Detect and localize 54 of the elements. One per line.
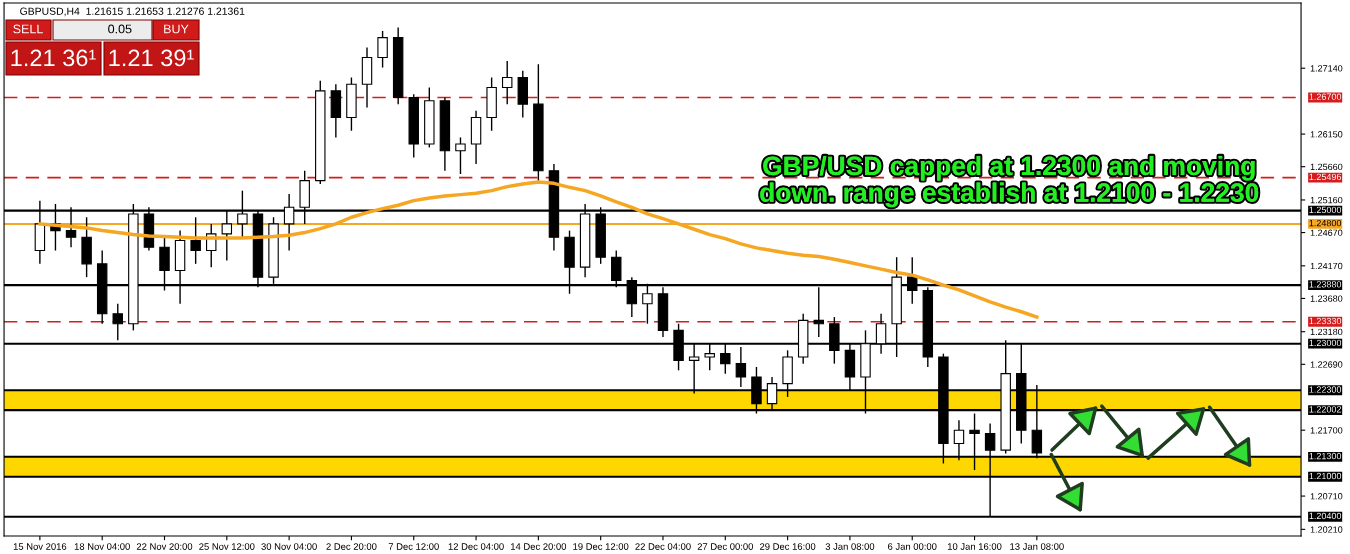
candlestick [112,303,123,342]
x-tick-label: 3 Jan 08:00 [825,543,875,550]
chart-title: GBPUSD,H4 1.21615 1.21653 1.21276 1.21361 [20,7,245,17]
y-tick-label: 1.26150 [1310,131,1343,138]
x-tick-label: 18 Nov 04:00 [74,543,130,550]
y-tick-label: 1.22690 [1310,361,1343,368]
annotation: 0.05 [108,24,132,34]
ref-line-label: 1.23330 [1309,317,1342,325]
x-tick-label: 22 Dec 04:00 [635,543,691,550]
ref-line-label: 1.25000 [1309,206,1342,214]
annotation: 1.21 39¹ [109,49,194,67]
ref-line-label: 1.22002 [1309,406,1342,413]
x-tick-label: 25 Nov 12:00 [199,543,255,550]
ref-line-label: 1.23000 [1309,339,1342,347]
x-tick-label: 2 Dec 20:00 [326,543,377,550]
annotation: 1.21 36¹ [11,49,96,67]
ref-line-label: 1.24800 [1309,219,1342,227]
y-tick-label: 1.25160 [1310,196,1343,204]
y-tick-label: 1.21700 [1310,427,1343,434]
candlestick [455,136,466,175]
annotation: SELL [13,24,43,34]
x-tick-label: 27 Dec 00:00 [697,543,754,550]
candlestick [377,30,388,69]
x-tick-label: 12 Dec 04:00 [448,543,504,550]
y-tick-label: 1.23680 [1310,295,1343,302]
x-tick-label: 22 Nov 20:00 [136,543,193,550]
ref-line-label: 1.23880 [1309,281,1342,288]
annotation: BUY [164,24,189,34]
ref-line-label: 1.21000 [1309,472,1342,480]
ref-line-label: 1.22300 [1309,386,1342,393]
x-tick-label: 19 Dec 12:00 [573,543,629,550]
ref-line-label: 1.20400 [1309,512,1342,520]
ref-line-label: 1.21300 [1309,452,1342,460]
x-tick-label: 7 Dec 12:00 [388,543,439,550]
x-tick-label: 6 Jan 00:00 [888,543,937,550]
x-tick-label: 30 Nov 04:00 [261,543,317,550]
y-tick-label: 1.27140 [1310,65,1343,72]
y-tick-label: 1.25660 [1310,163,1343,171]
x-tick-label: 29 Dec 16:00 [759,543,816,550]
y-tick-label: 1.23180 [1310,328,1343,336]
x-tick-label: 10 Jan 16:00 [947,543,1002,550]
annotation: GBP/USD capped at 1.2300 and moving down. range establish at 1.2100 - 1.2230 [760,155,1259,208]
candlestick [501,60,513,105]
candlestick [190,216,201,265]
y-tick-label: 1.24670 [1310,229,1343,236]
y-tick-label: 1.24170 [1310,262,1343,270]
ref-line-label: 1.26700 [1309,93,1342,100]
ref-line-label: 1.25496 [1309,173,1342,181]
y-tick-label: 1.20210 [1310,526,1343,533]
y-tick-label: 1.20710 [1310,493,1343,500]
x-tick-label: 15 Nov 2016 [13,543,67,550]
candlestick [735,346,747,388]
x-tick-label: 14 Dec 20:00 [511,543,567,550]
x-tick-label: 13 Jan 08:00 [1010,543,1064,550]
